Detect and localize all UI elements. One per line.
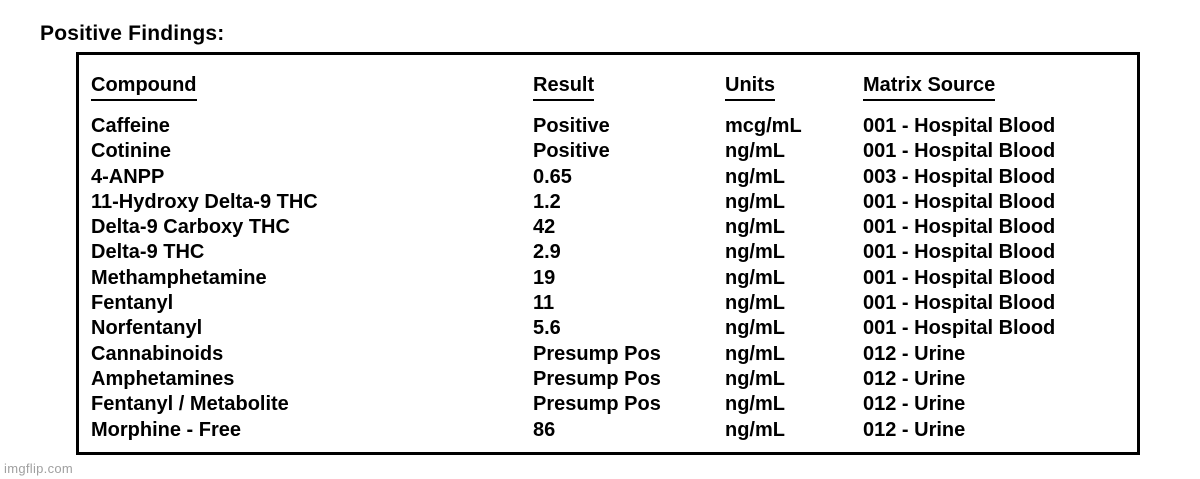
units-cell: ng/mL	[725, 140, 785, 163]
result-cell: Presump Pos	[533, 342, 661, 365]
matrix-source-cell: 012 - Urine	[863, 418, 966, 441]
table-row: 11-Hydroxy Delta-9 THC 1.2 ng/mL 001 - H…	[91, 190, 1127, 215]
compound-cell: Delta-9 THC	[91, 241, 205, 264]
result-cell: 86	[533, 418, 556, 441]
compound-cell: Methamphetamine	[91, 266, 267, 289]
column-header-units-label: Units	[725, 73, 775, 101]
table-row: Delta-9 Carboxy THC 42 ng/mL 001 - Hospi…	[91, 215, 1127, 240]
result-cell: 1.2	[533, 190, 561, 213]
matrix-source-cell: 001 - Hospital Blood	[863, 140, 1056, 163]
column-header-result: Result	[533, 73, 725, 101]
units-cell: ng/mL	[725, 317, 785, 340]
compound-cell: 4-ANPP	[91, 165, 165, 188]
compound-cell: Norfentanyl	[91, 317, 203, 340]
table-row: Morphine - Free 86 ng/mL 012 - Urine	[91, 418, 1127, 443]
units-cell: ng/mL	[725, 393, 785, 416]
units-cell: mcg/mL	[725, 115, 802, 137]
result-cell: 42	[533, 216, 556, 239]
matrix-source-cell: 003 - Hospital Blood	[863, 165, 1056, 188]
table-row: 4-ANPP 0.65 ng/mL 003 - Hospital Blood	[91, 165, 1127, 190]
compound-cell: Cotinine	[91, 140, 171, 163]
compound-cell: Cannabinoids	[91, 342, 224, 365]
matrix-source-cell: 001 - Hospital Blood	[863, 317, 1056, 340]
result-cell: Positive	[533, 115, 610, 137]
compound-cell: Delta-9 Carboxy THC	[91, 216, 290, 239]
positive-findings-table: Compound Result Units Matrix Source Caff…	[76, 52, 1140, 455]
table-row: Fentanyl 11 ng/mL 001 - Hospital Blood	[91, 291, 1127, 316]
column-header-compound-label: Compound	[91, 73, 197, 101]
table-row: Cotinine Positive ng/mL 001 - Hospital B…	[91, 139, 1127, 164]
result-cell: Presump Pos	[533, 367, 661, 390]
table-row: Methamphetamine 19 ng/mL 001 - Hospital …	[91, 266, 1127, 291]
matrix-source-cell: 001 - Hospital Blood	[863, 241, 1056, 264]
compound-cell: Caffeine	[91, 115, 170, 137]
table-row: Norfentanyl 5.6 ng/mL 001 - Hospital Blo…	[91, 316, 1127, 341]
column-header-matrix-source: Matrix Source	[863, 73, 1127, 101]
result-cell: Presump Pos	[533, 393, 661, 416]
units-cell: ng/mL	[725, 418, 785, 441]
units-cell: ng/mL	[725, 292, 785, 315]
compound-cell: 11-Hydroxy Delta-9 THC	[91, 190, 318, 213]
compound-cell: Morphine - Free	[91, 418, 242, 441]
matrix-source-cell: 001 - Hospital Blood	[863, 216, 1056, 239]
matrix-source-cell: 012 - Urine	[863, 342, 966, 365]
matrix-source-cell: 001 - Hospital Blood	[863, 190, 1056, 213]
units-cell: ng/mL	[725, 342, 785, 365]
units-cell: ng/mL	[725, 190, 785, 213]
imgflip-watermark: imgflip.com	[4, 461, 74, 476]
matrix-source-cell: 012 - Urine	[863, 393, 966, 416]
result-cell: 2.9	[533, 241, 561, 264]
matrix-source-cell: 012 - Urine	[863, 367, 966, 390]
result-cell: 0.65	[533, 165, 572, 188]
result-cell: 11	[533, 292, 555, 315]
compound-cell: Fentanyl	[91, 292, 174, 315]
result-cell: 5.6	[533, 317, 561, 340]
column-header-units: Units	[725, 73, 863, 101]
table-body: Caffeine Positive mcg/mL 001 - Hospital …	[91, 114, 1127, 443]
units-cell: ng/mL	[725, 165, 785, 188]
table-row: Amphetamines Presump Pos ng/mL 012 - Uri…	[91, 367, 1127, 392]
column-header-result-label: Result	[533, 73, 595, 101]
column-header-matrix-source-label: Matrix Source	[863, 73, 996, 101]
table-row: Delta-9 THC 2.9 ng/mL 001 - Hospital Blo…	[91, 240, 1127, 265]
table-row: Cannabinoids Presump Pos ng/mL 012 - Uri…	[91, 342, 1127, 367]
units-cell: ng/mL	[725, 216, 785, 239]
matrix-source-cell: 001 - Hospital Blood	[863, 115, 1056, 137]
result-cell: Positive	[533, 140, 610, 163]
table-row: Caffeine Positive mcg/mL 001 - Hospital …	[91, 114, 1127, 139]
column-header-compound: Compound	[91, 73, 533, 101]
table-row: Fentanyl / Metabolite Presump Pos ng/mL …	[91, 392, 1127, 417]
table-header-row: Compound Result Units Matrix Source	[91, 73, 1127, 101]
units-cell: ng/mL	[725, 367, 785, 390]
units-cell: ng/mL	[725, 241, 785, 264]
matrix-source-cell: 001 - Hospital Blood	[863, 292, 1056, 315]
result-cell: 19	[533, 266, 556, 289]
compound-cell: Amphetamines	[91, 367, 235, 390]
compound-cell: Fentanyl / Metabolite	[91, 393, 289, 416]
matrix-source-cell: 001 - Hospital Blood	[863, 266, 1056, 289]
page-title: Positive Findings:	[40, 22, 225, 45]
units-cell: ng/mL	[725, 266, 785, 289]
